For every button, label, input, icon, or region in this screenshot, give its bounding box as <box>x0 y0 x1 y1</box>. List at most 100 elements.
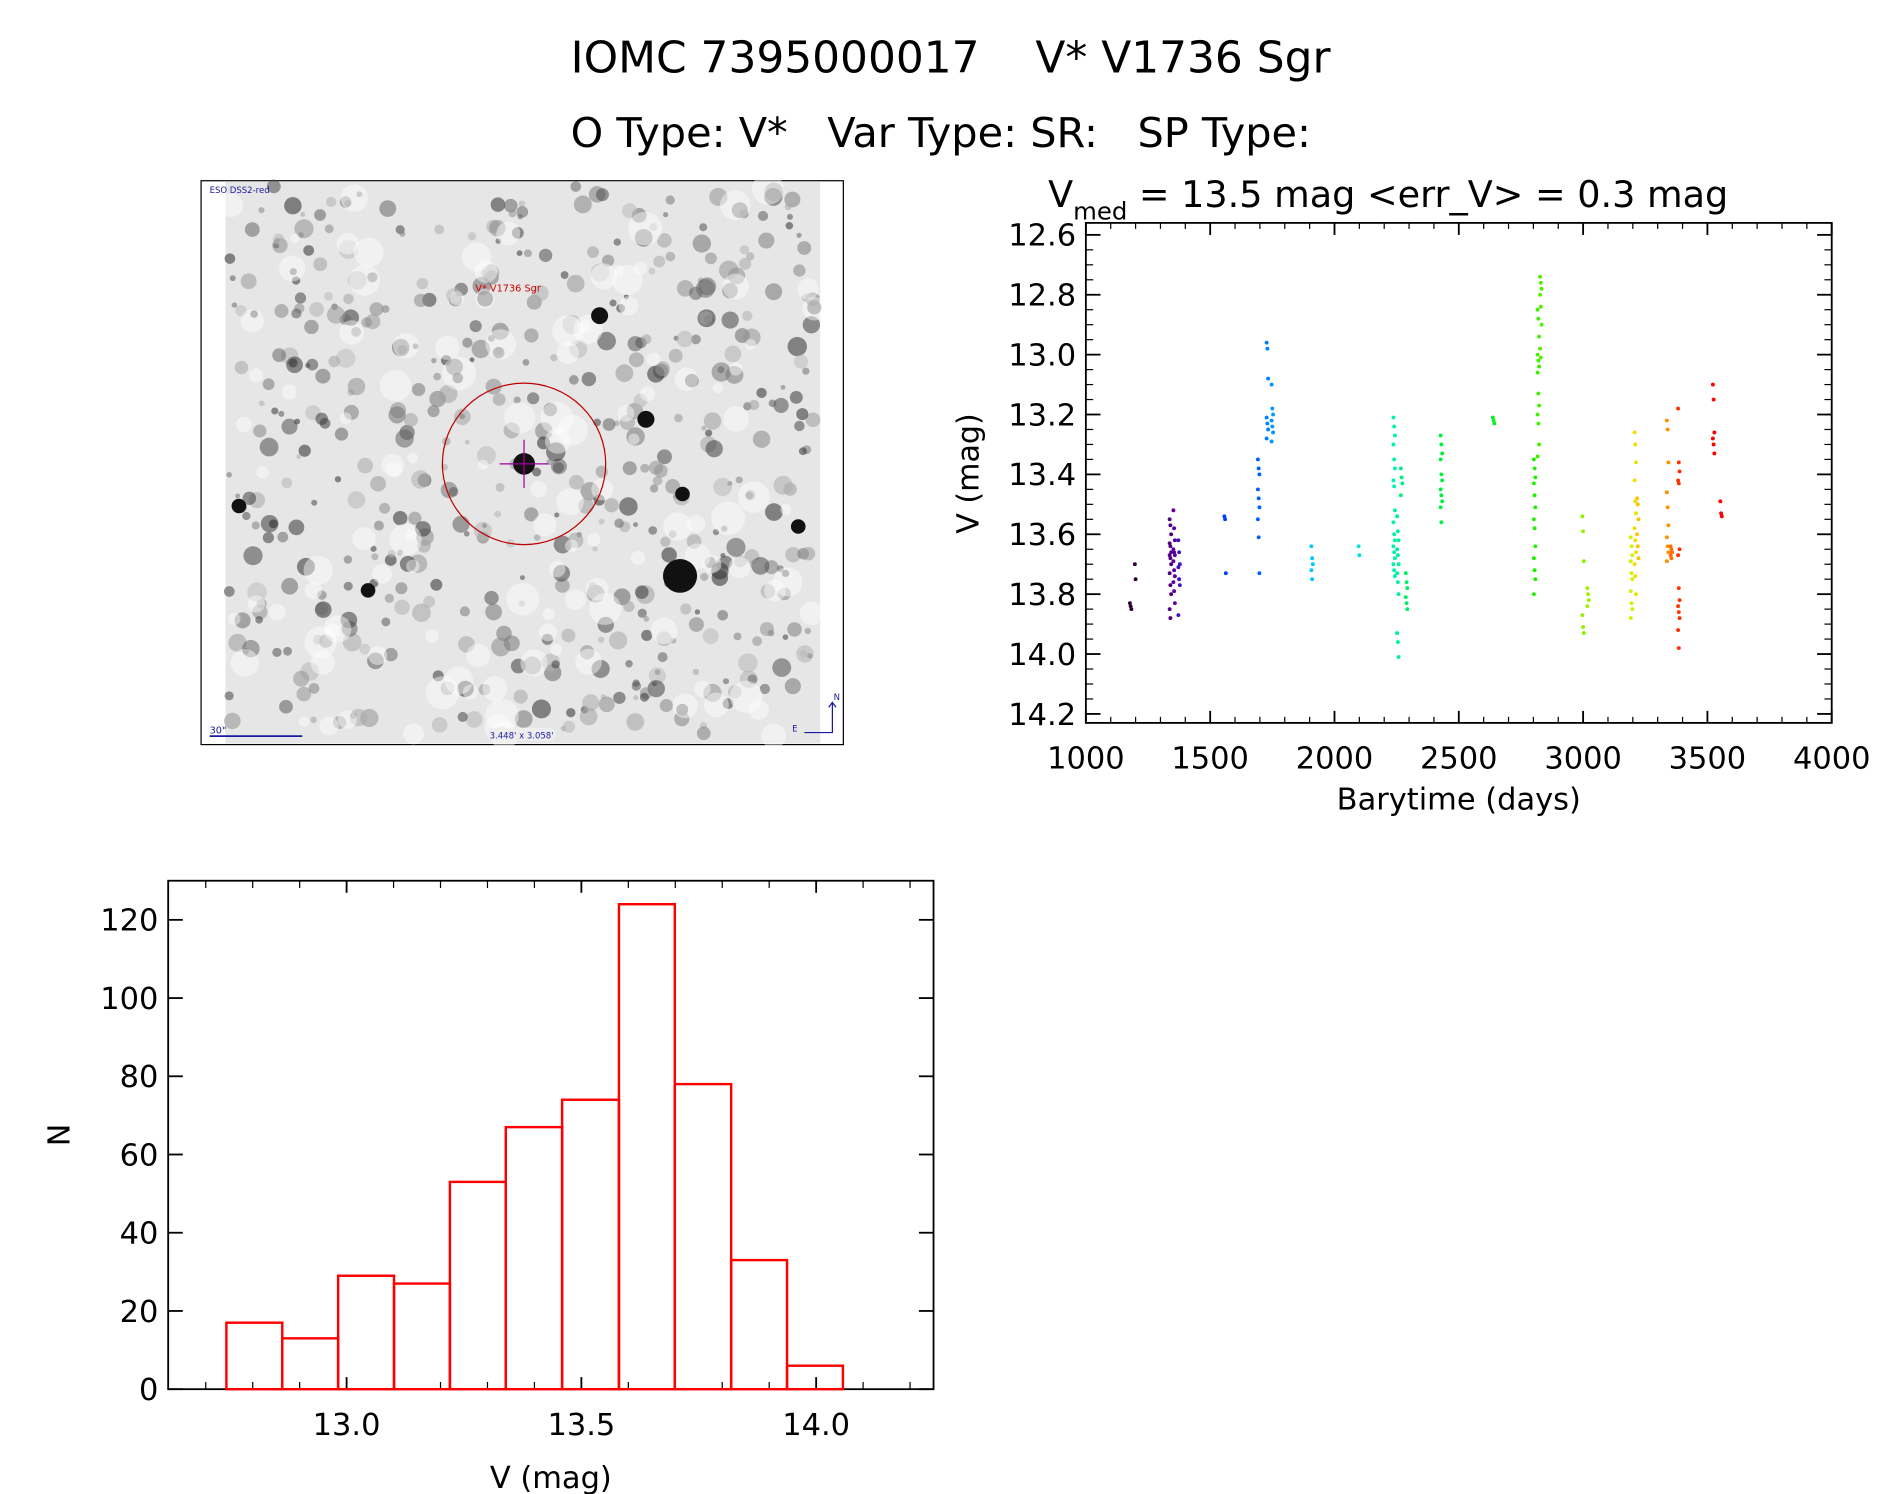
star <box>373 520 384 531</box>
sky-highlight <box>761 723 787 749</box>
star <box>637 608 647 618</box>
lc-data-point <box>1405 607 1410 612</box>
star <box>582 694 600 712</box>
star <box>478 683 491 696</box>
star <box>349 708 368 727</box>
lc-data-point <box>1676 646 1681 650</box>
lc-data-point <box>1269 439 1274 444</box>
lc-data-point <box>1531 457 1536 462</box>
star <box>242 639 260 658</box>
sky-highlight <box>230 648 259 677</box>
lc-data-point <box>1580 514 1585 519</box>
star <box>356 191 363 198</box>
star <box>315 412 328 425</box>
star <box>262 532 275 544</box>
star <box>595 188 609 202</box>
star <box>802 316 821 334</box>
star <box>244 222 260 237</box>
star <box>388 406 406 424</box>
star <box>674 413 683 423</box>
star <box>228 633 247 652</box>
star <box>661 547 677 563</box>
star <box>281 477 293 489</box>
star <box>317 590 327 600</box>
star <box>593 494 605 506</box>
star <box>344 199 352 208</box>
lc-data-point <box>1256 466 1261 471</box>
lc-data-point <box>1255 457 1260 462</box>
star <box>690 334 701 345</box>
star <box>430 578 443 591</box>
sky-highlight <box>353 237 384 268</box>
star <box>784 678 801 695</box>
star <box>229 275 236 282</box>
star <box>602 418 616 431</box>
lc-data-point <box>1635 532 1640 537</box>
lc-ytick-label: 14.0 <box>1008 638 1076 673</box>
star <box>668 530 677 539</box>
lc-data-point <box>1532 466 1537 471</box>
sky-highlight <box>462 684 478 700</box>
lc-data-point <box>1395 631 1400 636</box>
lc-data-point <box>1632 526 1637 531</box>
sky-highlight <box>325 623 341 638</box>
star <box>319 634 333 648</box>
star <box>387 549 396 558</box>
sky-highlight <box>646 352 661 367</box>
sky-highlight <box>504 402 536 434</box>
lc-data-point <box>1635 502 1640 507</box>
star <box>294 219 314 239</box>
star <box>283 646 293 656</box>
star <box>805 412 821 428</box>
light-curve-title: Vmed = 13.5 mag <err_V> = 0.3 mag <box>1048 173 1728 225</box>
hist-ytick-label: 120 <box>100 904 158 939</box>
lc-data-point <box>1634 460 1639 465</box>
lc-data-point <box>1581 559 1586 564</box>
star <box>343 581 353 591</box>
lc-data-point <box>1710 382 1715 387</box>
star <box>494 510 502 518</box>
sky-highlight <box>407 452 419 464</box>
lc-data-point <box>1395 529 1400 534</box>
bright-star <box>360 583 376 598</box>
star <box>633 522 639 528</box>
sky-highlight <box>247 595 265 613</box>
star <box>384 647 398 662</box>
sky-highlight <box>650 617 678 645</box>
lc-data-point <box>1438 487 1443 492</box>
lc-data-point <box>1491 418 1496 423</box>
lc-data-point <box>1310 556 1315 561</box>
lc-data-point <box>1392 433 1397 438</box>
sky-highlight <box>372 564 392 584</box>
lc-data-point <box>1177 583 1182 588</box>
star <box>759 683 770 695</box>
star <box>555 578 570 593</box>
figure-title: IOMC 7395000017 V* V1736 Sgr <box>571 34 1331 84</box>
sky-highlight <box>474 260 498 284</box>
star <box>395 582 408 595</box>
star <box>281 418 298 435</box>
sky-highlight <box>379 370 412 402</box>
histogram-bar <box>785 1364 845 1391</box>
star <box>787 622 802 637</box>
lc-data-point <box>1391 442 1396 447</box>
star <box>367 272 378 283</box>
lc-data-point <box>1266 427 1271 432</box>
hist-xlabel: V (mag) <box>490 1461 612 1494</box>
star <box>597 616 614 633</box>
star <box>649 484 659 493</box>
sky-highlight <box>720 190 751 221</box>
lc-data-point <box>1438 457 1443 462</box>
star <box>684 373 699 388</box>
star <box>431 358 437 364</box>
lc-data-point <box>1392 538 1397 543</box>
sky-highlight <box>289 233 300 244</box>
star <box>655 361 670 377</box>
star <box>648 667 666 685</box>
sky-highlight <box>744 338 756 350</box>
star <box>231 302 238 308</box>
star <box>581 371 597 387</box>
star <box>616 303 626 313</box>
lc-data-point <box>1440 499 1445 504</box>
star <box>799 649 808 658</box>
